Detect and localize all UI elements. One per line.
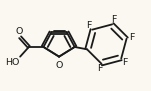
Text: F: F (86, 21, 91, 30)
Text: F: F (129, 33, 134, 42)
Text: O: O (55, 61, 63, 70)
Text: F: F (97, 64, 103, 73)
Text: HO: HO (5, 58, 19, 67)
Text: O: O (15, 27, 23, 36)
Text: F: F (111, 15, 116, 24)
Text: F: F (122, 58, 128, 67)
